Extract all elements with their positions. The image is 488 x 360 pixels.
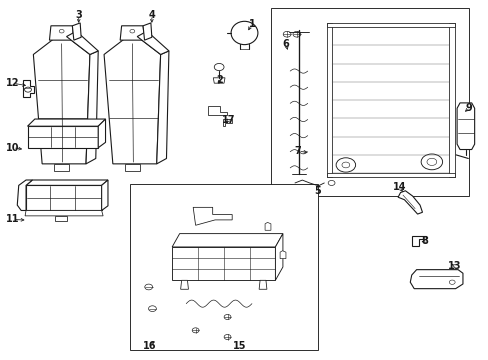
- Ellipse shape: [231, 21, 257, 45]
- Polygon shape: [326, 23, 454, 27]
- Polygon shape: [26, 180, 108, 185]
- Circle shape: [292, 31, 300, 37]
- Text: 13: 13: [447, 261, 461, 271]
- Circle shape: [24, 87, 31, 92]
- Polygon shape: [54, 164, 69, 171]
- Polygon shape: [23, 80, 34, 97]
- Polygon shape: [326, 23, 332, 177]
- Text: 14: 14: [392, 182, 406, 192]
- Polygon shape: [17, 180, 32, 211]
- Polygon shape: [326, 173, 454, 177]
- Polygon shape: [102, 180, 108, 211]
- Text: 2: 2: [216, 75, 223, 85]
- Text: 10: 10: [6, 143, 20, 153]
- Polygon shape: [397, 191, 422, 214]
- Polygon shape: [157, 51, 168, 164]
- Polygon shape: [193, 207, 232, 225]
- Circle shape: [59, 30, 64, 33]
- Polygon shape: [280, 251, 285, 258]
- Circle shape: [224, 315, 230, 319]
- Polygon shape: [275, 234, 283, 280]
- Text: 8: 8: [421, 236, 427, 246]
- Circle shape: [420, 154, 442, 170]
- Polygon shape: [66, 31, 98, 54]
- Polygon shape: [98, 119, 105, 148]
- Polygon shape: [411, 235, 426, 246]
- Polygon shape: [104, 37, 160, 164]
- Polygon shape: [448, 23, 454, 177]
- Polygon shape: [25, 211, 103, 216]
- Text: 17: 17: [222, 115, 235, 125]
- Circle shape: [224, 334, 230, 339]
- Polygon shape: [259, 280, 266, 289]
- Polygon shape: [264, 222, 270, 230]
- Text: 12: 12: [6, 78, 20, 88]
- Text: 5: 5: [314, 186, 320, 196]
- Text: 6: 6: [282, 39, 289, 49]
- Circle shape: [341, 162, 349, 168]
- Polygon shape: [33, 37, 90, 164]
- Polygon shape: [207, 107, 227, 116]
- Polygon shape: [55, 216, 67, 221]
- Circle shape: [448, 280, 454, 284]
- Polygon shape: [72, 23, 81, 40]
- Text: 9: 9: [465, 103, 471, 113]
- Circle shape: [130, 30, 135, 33]
- Polygon shape: [180, 280, 188, 289]
- Text: 11: 11: [6, 215, 20, 224]
- Polygon shape: [409, 270, 462, 289]
- Polygon shape: [172, 234, 283, 247]
- Text: 7: 7: [294, 146, 301, 156]
- Circle shape: [214, 63, 224, 71]
- Text: 15: 15: [232, 341, 246, 351]
- Text: 1: 1: [248, 19, 255, 29]
- Polygon shape: [125, 164, 140, 171]
- Circle shape: [426, 158, 436, 166]
- Circle shape: [144, 284, 152, 290]
- Bar: [130, 184, 317, 350]
- Text: 16: 16: [142, 341, 156, 351]
- Circle shape: [335, 158, 355, 172]
- Polygon shape: [27, 126, 98, 148]
- Polygon shape: [172, 247, 275, 280]
- Polygon shape: [137, 31, 168, 54]
- Polygon shape: [49, 26, 74, 40]
- Circle shape: [283, 31, 290, 37]
- Polygon shape: [213, 78, 224, 83]
- Circle shape: [192, 328, 199, 333]
- Polygon shape: [86, 51, 98, 164]
- Polygon shape: [26, 185, 102, 211]
- Bar: [271, 8, 468, 196]
- Polygon shape: [27, 119, 105, 126]
- Polygon shape: [143, 23, 152, 40]
- Polygon shape: [222, 119, 232, 126]
- Circle shape: [327, 180, 334, 185]
- Polygon shape: [120, 26, 144, 40]
- Text: 4: 4: [148, 10, 155, 20]
- Circle shape: [148, 306, 156, 311]
- Text: 3: 3: [75, 10, 82, 20]
- Polygon shape: [456, 103, 474, 149]
